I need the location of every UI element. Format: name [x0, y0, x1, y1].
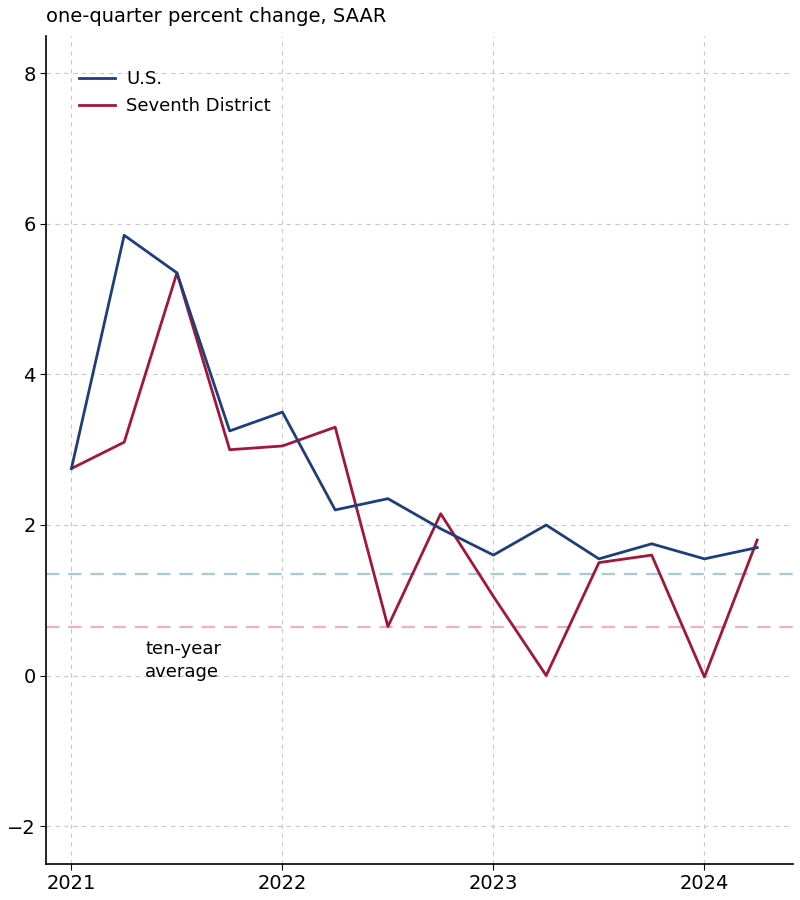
Text: one-quarter percent change, SAAR: one-quarter percent change, SAAR — [46, 7, 386, 26]
U.S. — [594, 554, 604, 564]
Text: ten-year
average: ten-year average — [146, 641, 222, 680]
Seventh District — [436, 508, 446, 519]
U.S. — [542, 519, 551, 530]
Seventh District — [752, 535, 762, 545]
Seventh District — [330, 422, 340, 433]
Seventh District — [66, 464, 76, 474]
Seventh District — [225, 445, 234, 455]
U.S. — [225, 426, 234, 436]
Seventh District — [542, 670, 551, 681]
Legend: U.S., Seventh District: U.S., Seventh District — [70, 61, 280, 124]
U.S. — [383, 493, 393, 504]
Line: U.S.: U.S. — [71, 235, 757, 559]
U.S. — [489, 550, 498, 561]
Line: Seventh District: Seventh District — [71, 273, 757, 677]
U.S. — [278, 407, 287, 418]
U.S. — [647, 538, 657, 549]
U.S. — [700, 554, 710, 564]
U.S. — [119, 230, 129, 240]
Seventh District — [383, 621, 393, 632]
Seventh District — [594, 557, 604, 568]
Seventh District — [119, 436, 129, 447]
U.S. — [436, 524, 446, 535]
Seventh District — [489, 591, 498, 602]
Seventh District — [278, 441, 287, 452]
Seventh District — [700, 671, 710, 682]
U.S. — [66, 464, 76, 474]
Seventh District — [647, 550, 657, 561]
U.S. — [330, 505, 340, 516]
U.S. — [752, 542, 762, 553]
Seventh District — [172, 267, 182, 278]
U.S. — [172, 267, 182, 278]
